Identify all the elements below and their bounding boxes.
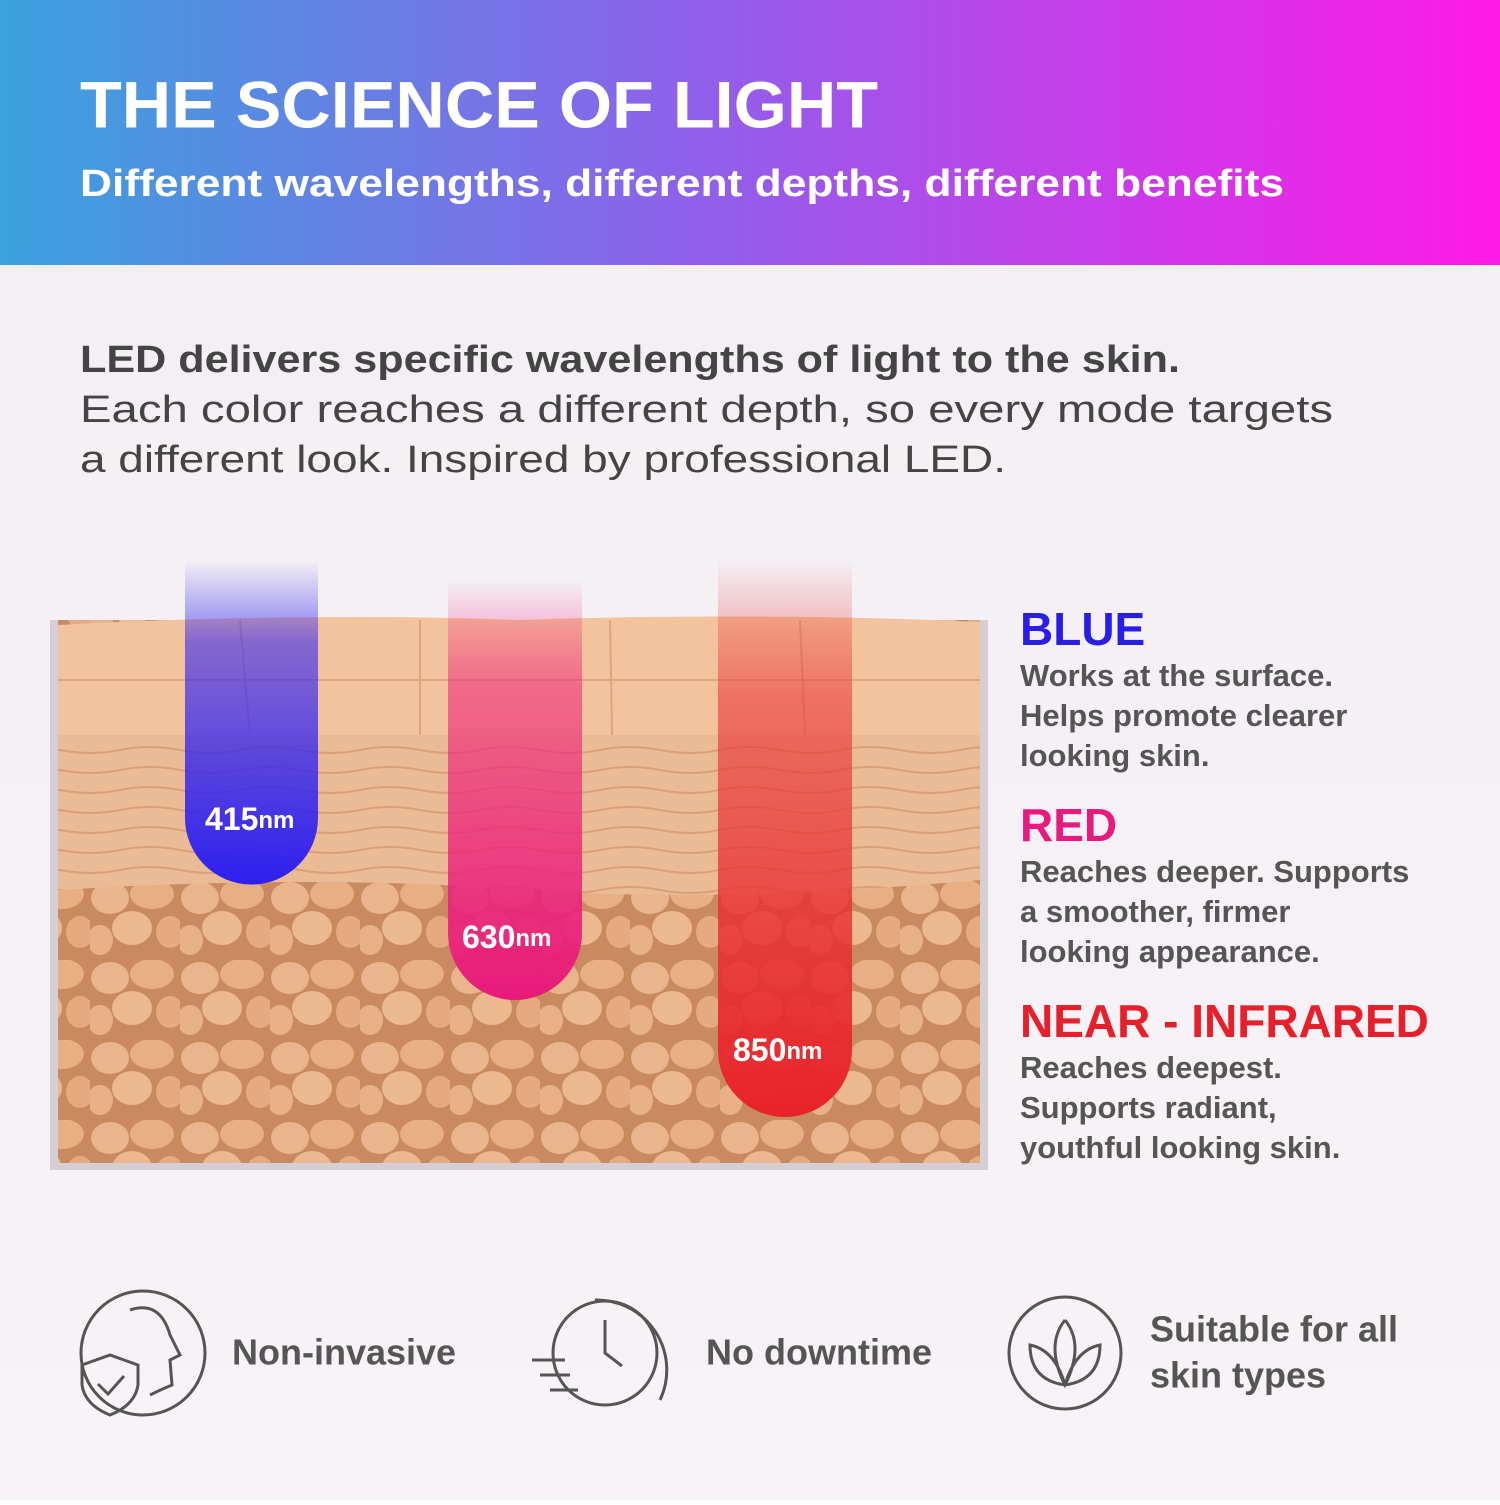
- unit: nm: [786, 1038, 822, 1065]
- beam-label: 630nm: [462, 919, 551, 955]
- mode-description: Works at the surface.: [1020, 658, 1333, 693]
- wavelength: 415: [205, 801, 258, 837]
- beam-label: 415nm: [205, 801, 294, 837]
- unit: nm: [515, 925, 551, 952]
- subtitle: Different wavelengths, different depths,…: [80, 163, 1284, 205]
- blue-beam: [185, 560, 318, 885]
- clock-hands: [594, 1298, 669, 1401]
- mode-description: looking skin.: [1020, 738, 1209, 773]
- beam-label: 850nm: [733, 1032, 822, 1068]
- feature-label: Non-invasive: [232, 1332, 456, 1373]
- mode-description: Helps promote clearer: [1020, 698, 1347, 733]
- mode-name: NEAR - INFRARED: [1020, 995, 1429, 1047]
- intro-line: LED delivers specific wavelengths of lig…: [80, 339, 1180, 381]
- feature-label: skin types: [1150, 1355, 1326, 1396]
- nir-beam: [718, 560, 852, 1117]
- shield-icon: [80, 1353, 140, 1417]
- wavelength: 630: [462, 919, 515, 955]
- intro-line: Each color reaches a different depth, so…: [80, 389, 1333, 431]
- red-beam: [448, 580, 582, 1000]
- mode-description: youthful looking skin.: [1020, 1130, 1340, 1165]
- header-band: [0, 0, 1500, 265]
- title: THE SCIENCE OF LIGHT: [80, 67, 878, 141]
- mode-name: BLUE: [1020, 603, 1145, 655]
- intro-line: a different look. Inspired by profession…: [80, 439, 1006, 481]
- lotus-petals: [1028, 1319, 1102, 1389]
- mode-description: looking appearance.: [1020, 934, 1320, 969]
- mode-description: Supports radiant,: [1020, 1090, 1277, 1125]
- feature-list: Non-invasive No downtime Suitable for all s…: [232, 1309, 1398, 1396]
- mode-description: Reaches deeper. Supports: [1020, 854, 1409, 889]
- wavelength: 850: [733, 1032, 786, 1068]
- face-icon: [79, 1289, 207, 1417]
- check-icon: [96, 1375, 126, 1397]
- unit: nm: [258, 807, 294, 834]
- feature-label: Suitable for all: [1150, 1309, 1398, 1350]
- lotus-icon: [1007, 1295, 1123, 1411]
- mode-description: a smoother, firmer: [1020, 894, 1290, 929]
- motion-lines: [532, 1358, 578, 1392]
- face-profile: [129, 1306, 183, 1397]
- feature-icons: [79, 1289, 1123, 1417]
- feature-label: No downtime: [706, 1332, 932, 1373]
- mode-description: Reaches deepest.: [1020, 1050, 1282, 1085]
- mode-name: RED: [1020, 799, 1117, 851]
